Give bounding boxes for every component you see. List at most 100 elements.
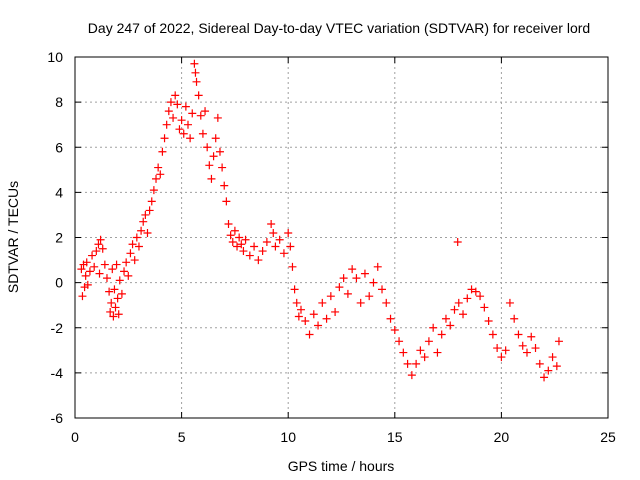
data-point: [322, 314, 331, 323]
data-point: [98, 244, 107, 253]
data-point: [215, 147, 224, 156]
data-point: [294, 312, 303, 321]
data-point: [160, 134, 169, 143]
data-points: [77, 59, 563, 382]
data-point: [108, 265, 117, 274]
data-point: [166, 98, 175, 107]
data-point: [476, 292, 485, 301]
data-point: [122, 258, 131, 267]
data-point: [245, 251, 254, 260]
data-point: [378, 285, 387, 294]
data-point: [258, 247, 267, 256]
data-point: [220, 181, 229, 190]
y-tick-label: -6: [51, 410, 64, 426]
data-point: [463, 294, 472, 303]
data-point: [286, 242, 295, 251]
data-point: [107, 298, 116, 307]
x-tick-label: 10: [280, 429, 296, 445]
data-point: [114, 310, 123, 319]
data-point: [446, 321, 455, 330]
data-point: [493, 344, 502, 353]
data-point: [318, 298, 327, 307]
data-point: [117, 289, 126, 298]
data-point: [369, 278, 378, 287]
x-axis-label: GPS time / hours: [288, 458, 395, 474]
data-point: [82, 258, 91, 267]
data-point: [454, 298, 463, 307]
data-point: [156, 170, 165, 179]
data-point: [149, 186, 158, 195]
data-point: [90, 262, 99, 271]
data-point: [510, 314, 519, 323]
data-point: [552, 362, 561, 371]
data-point: [213, 113, 222, 122]
y-tick-label: 8: [55, 94, 63, 110]
data-point: [522, 348, 531, 357]
data-point: [218, 163, 227, 172]
data-point: [177, 116, 186, 125]
x-tick-label: 15: [387, 429, 403, 445]
data-point: [360, 269, 369, 278]
data-point: [78, 292, 87, 301]
data-point: [416, 346, 425, 355]
data-point: [514, 330, 523, 339]
data-point: [179, 129, 188, 138]
data-point: [143, 228, 152, 237]
x-tick-label: 20: [494, 429, 510, 445]
data-point: [275, 235, 284, 244]
data-point: [459, 310, 468, 319]
data-point: [126, 249, 135, 258]
y-tick-label: 6: [55, 139, 63, 155]
y-axis-label: SDTVAR / TECUs: [5, 181, 21, 293]
data-point: [450, 305, 459, 314]
data-point: [141, 210, 150, 219]
data-point: [113, 294, 122, 303]
chart-title: Day 247 of 2022, Sidereal Day-to-day VTE…: [88, 20, 590, 36]
data-point: [224, 219, 233, 228]
data-point: [85, 267, 94, 276]
data-point: [196, 111, 205, 120]
data-point: [109, 312, 118, 321]
data-point: [395, 337, 404, 346]
data-point: [540, 373, 549, 382]
grid-layer: [75, 57, 608, 418]
x-tick-label: 25: [600, 429, 616, 445]
data-point: [348, 265, 357, 274]
y-tick-label: 2: [55, 230, 63, 246]
data-point: [201, 107, 210, 116]
data-point: [120, 267, 129, 276]
data-point: [145, 206, 154, 215]
data-point: [471, 287, 480, 296]
data-point: [531, 344, 540, 353]
data-point: [326, 292, 335, 301]
data-point: [279, 249, 288, 258]
data-point: [96, 235, 105, 244]
data-point: [209, 152, 218, 161]
data-point: [194, 91, 203, 100]
data-point: [544, 366, 553, 375]
data-point: [309, 310, 318, 319]
y-tick-label: -2: [51, 320, 64, 336]
data-point: [77, 265, 86, 274]
data-point: [331, 307, 340, 316]
x-tick-label: 0: [71, 429, 79, 445]
data-point: [211, 134, 220, 143]
data-point: [205, 161, 214, 170]
y-tick-label: -4: [51, 365, 64, 381]
data-point: [373, 262, 382, 271]
data-point: [222, 197, 231, 206]
data-point: [250, 242, 259, 251]
data-point: [305, 330, 314, 339]
data-point: [226, 231, 235, 240]
data-point: [102, 274, 111, 283]
data-point: [191, 68, 200, 77]
data-point: [314, 321, 323, 330]
data-point: [105, 287, 114, 296]
data-point: [386, 314, 395, 323]
x-tick-label: 5: [178, 429, 186, 445]
data-point: [92, 247, 101, 256]
data-point: [181, 102, 190, 111]
data-point: [154, 163, 163, 172]
